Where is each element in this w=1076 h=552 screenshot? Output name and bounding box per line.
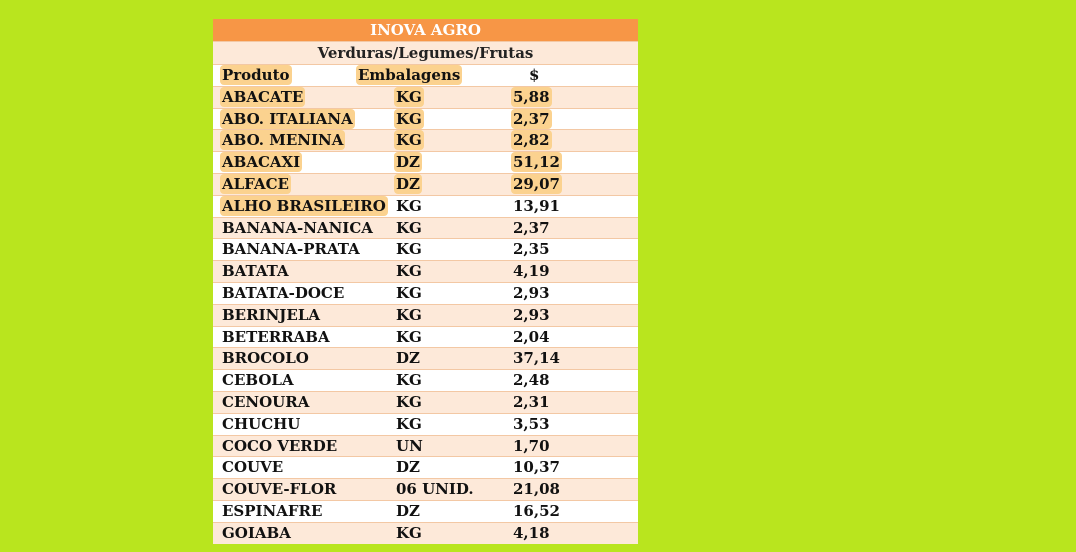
product-cell: ALFACE [220, 173, 291, 194]
product-cell: CEBOLA [222, 371, 294, 390]
product-cell: COUVE-FLOR [222, 480, 337, 499]
table-row: BATATA-DOCE KG 2,93 [213, 281, 638, 304]
price-cell: 4,19 [513, 262, 550, 281]
packaging-cell: KG [396, 218, 422, 237]
price-cell: 2,37 [513, 218, 550, 237]
product-cell: ABO. ITALIANA [220, 108, 355, 129]
packaging-cell: KG [396, 327, 422, 346]
header-price: $ [529, 66, 540, 84]
packaging-cell: DZ [396, 349, 420, 368]
table-row: BANANA-PRATA KG 2,35 [213, 238, 638, 261]
product-cell: BROCOLO [222, 349, 309, 368]
packaging-cell: KG [396, 196, 422, 215]
product-cell: ALHO BRASILEIRO [220, 195, 388, 216]
table-title: INOVA AGRO [213, 19, 638, 41]
price-cell: 5,88 [511, 86, 552, 107]
price-cell: 10,37 [513, 458, 560, 477]
packaging-cell: KG [396, 523, 422, 542]
packaging-cell: KG [396, 392, 422, 411]
price-cell: 4,18 [513, 523, 550, 542]
table-row: ABO. ITALIANA KG 2,37 [213, 107, 638, 130]
packaging-cell: KG [394, 86, 424, 107]
table-row: ABACATE KG 5,88 [213, 85, 638, 108]
product-cell: BANANA-NANICA [222, 218, 373, 237]
price-cell: 21,08 [513, 480, 560, 499]
product-cell: BETERRABA [222, 327, 330, 346]
table-row: ALFACE DZ 29,07 [213, 172, 638, 195]
price-cell: 51,12 [511, 152, 562, 173]
table-row: ALHO BRASILEIRO KG 13,91 [213, 194, 638, 217]
product-cell: ESPINAFRE [222, 501, 323, 520]
packaging-cell: DZ [394, 173, 422, 194]
packaging-cell: KG [396, 262, 422, 281]
price-cell: 2,48 [513, 371, 550, 390]
packaging-cell: DZ [396, 458, 420, 477]
price-cell: 13,91 [513, 196, 560, 215]
table-row: CEBOLA KG 2,48 [213, 369, 638, 391]
price-cell: 2,37 [511, 108, 552, 129]
packaging-cell: KG [396, 371, 422, 390]
table-row: BERINJELA KG 2,93 [213, 303, 638, 326]
header-product: Produto [220, 65, 292, 85]
price-cell: 3,53 [513, 414, 550, 433]
packaging-cell: DZ [396, 501, 420, 520]
table-row: COUVE-FLOR 06 UNID. 21,08 [213, 478, 638, 500]
table-row: BROCOLO DZ 37,14 [213, 347, 638, 370]
price-table: INOVA AGRO Verduras/Legumes/Frutas Produ… [213, 19, 638, 544]
packaging-cell: KG [396, 240, 422, 259]
packaging-cell: 06 UNID. [396, 480, 474, 499]
price-cell: 2,93 [513, 305, 550, 324]
table-row: ABACAXI DZ 51,12 [213, 151, 638, 173]
table-row: CENOURA KG 2,31 [213, 390, 638, 413]
product-cell: COCO VERDE [222, 436, 338, 455]
packaging-cell: KG [396, 283, 422, 302]
header-row: Produto Embalagens $ [213, 64, 638, 86]
table-row: ESPINAFRE DZ 16,52 [213, 499, 638, 522]
product-cell: ABACAXI [220, 152, 303, 173]
price-cell: 2,82 [511, 130, 552, 151]
product-cell: BANANA-PRATA [222, 240, 360, 259]
product-cell: BATATA [222, 262, 289, 281]
table-row: COCO VERDE UN 1,70 [213, 434, 638, 457]
price-cell: 37,14 [513, 349, 560, 368]
price-cell: 2,35 [513, 240, 550, 259]
price-cell: 29,07 [511, 173, 562, 194]
product-cell: ABACATE [220, 86, 306, 107]
table-row: BETERRABA KG 2,04 [213, 325, 638, 348]
packaging-cell: DZ [394, 152, 422, 173]
table-row: GOIABA KG 4,18 [213, 521, 638, 544]
table-row: BANANA-NANICA KG 2,37 [213, 216, 638, 239]
product-cell: COUVE [222, 458, 284, 477]
packaging-cell: KG [394, 130, 424, 151]
table-row: COUVE DZ 10,37 [213, 456, 638, 479]
product-cell: BERINJELA [222, 305, 321, 324]
product-cell: ABO. MENINA [220, 130, 346, 151]
price-cell: 1,70 [513, 436, 550, 455]
price-cell: 16,52 [513, 501, 560, 520]
packaging-cell: KG [396, 414, 422, 433]
packaging-cell: KG [396, 305, 422, 324]
table-row: ABO. MENINA KG 2,82 [213, 129, 638, 152]
price-cell: 2,04 [513, 327, 550, 346]
packaging-cell: UN [396, 436, 423, 455]
price-cell: 2,93 [513, 283, 550, 302]
packaging-cell: KG [394, 108, 424, 129]
table-row: BATATA KG 4,19 [213, 260, 638, 282]
product-cell: GOIABA [222, 523, 291, 542]
product-cell: CENOURA [222, 392, 310, 411]
table-row: CHUCHU KG 3,53 [213, 412, 638, 435]
product-cell: CHUCHU [222, 414, 301, 433]
header-packaging: Embalagens [356, 65, 463, 85]
product-cell: BATATA-DOCE [222, 283, 345, 302]
price-cell: 2,31 [513, 392, 550, 411]
table-subtitle: Verduras/Legumes/Frutas [213, 41, 638, 64]
